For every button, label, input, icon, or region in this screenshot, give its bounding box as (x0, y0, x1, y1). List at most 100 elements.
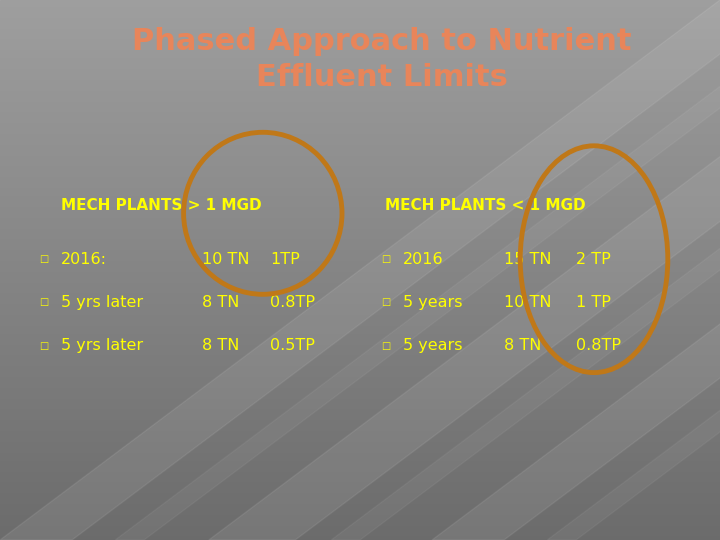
Bar (0, 159, 720, 162)
Bar (0, 208, 720, 211)
Bar (0, 176, 720, 178)
Bar (0, 526, 720, 529)
Polygon shape (331, 0, 720, 540)
Bar (0, 151, 720, 154)
Bar (0, 211, 720, 213)
Bar (0, 451, 720, 454)
Bar (0, 259, 720, 262)
Bar (0, 502, 720, 505)
Text: 10 TN: 10 TN (504, 295, 552, 310)
Bar (0, 392, 720, 394)
Bar (0, 338, 720, 340)
Polygon shape (432, 0, 720, 540)
Bar (0, 410, 720, 413)
Bar (0, 162, 720, 165)
Text: MECH PLANTS < 1 MGD: MECH PLANTS < 1 MGD (385, 198, 586, 213)
Bar (0, 319, 720, 321)
Bar (0, 70, 720, 73)
Bar (0, 394, 720, 397)
Bar (0, 235, 720, 238)
Text: 0.8TP: 0.8TP (270, 295, 315, 310)
Bar (0, 413, 720, 416)
Bar (0, 324, 720, 327)
Text: □: □ (40, 298, 49, 307)
Bar (0, 427, 720, 429)
Bar (0, 113, 720, 116)
Bar (0, 100, 720, 103)
Bar (0, 281, 720, 284)
Bar (0, 127, 720, 130)
Text: 5 years: 5 years (403, 338, 463, 353)
Text: □: □ (40, 341, 49, 350)
Bar (0, 510, 720, 513)
Bar (0, 292, 720, 294)
Text: □: □ (382, 254, 391, 264)
Bar (0, 378, 720, 381)
Bar (0, 194, 720, 197)
Bar (0, 251, 720, 254)
Bar (0, 216, 720, 219)
Bar (0, 467, 720, 470)
Bar (0, 224, 720, 227)
Bar (0, 103, 720, 105)
Bar (0, 478, 720, 481)
Bar (0, 116, 720, 119)
Bar (0, 19, 720, 22)
Bar (0, 421, 720, 424)
Text: 0.8TP: 0.8TP (576, 338, 621, 353)
Bar (0, 446, 720, 448)
Bar (0, 524, 720, 526)
Bar (0, 462, 720, 464)
Text: □: □ (382, 298, 391, 307)
Bar (0, 464, 720, 467)
Bar (0, 418, 720, 421)
Bar (0, 35, 720, 38)
Bar (0, 470, 720, 472)
Text: 10 TN: 10 TN (202, 252, 249, 267)
Bar (0, 518, 720, 521)
Bar (0, 246, 720, 248)
Bar (0, 491, 720, 494)
Text: 2016:: 2016: (61, 252, 107, 267)
Bar (0, 43, 720, 46)
Bar (0, 483, 720, 486)
Bar (0, 481, 720, 483)
Bar (0, 148, 720, 151)
Bar (0, 78, 720, 81)
Bar (0, 497, 720, 500)
Bar (0, 94, 720, 97)
Bar (0, 375, 720, 378)
Bar (0, 38, 720, 40)
Bar (0, 92, 720, 94)
Bar (0, 173, 720, 176)
Bar (0, 256, 720, 259)
Text: 5 yrs later: 5 yrs later (61, 295, 143, 310)
Bar (0, 535, 720, 537)
Bar (0, 62, 720, 65)
Bar (0, 521, 720, 524)
Bar (0, 284, 720, 286)
Bar (0, 432, 720, 435)
Bar (0, 11, 720, 14)
Bar (0, 86, 720, 89)
Bar (0, 8, 720, 11)
Bar (0, 327, 720, 329)
Bar (0, 73, 720, 76)
Bar (0, 408, 720, 410)
Bar (0, 489, 720, 491)
Bar (0, 3, 720, 5)
Bar (0, 119, 720, 122)
Bar (0, 243, 720, 246)
Bar (0, 146, 720, 148)
Bar (0, 500, 720, 502)
Bar (0, 186, 720, 189)
Bar (0, 167, 720, 170)
Bar (0, 181, 720, 184)
Bar (0, 275, 720, 278)
Bar (0, 178, 720, 181)
Bar (0, 65, 720, 68)
Text: 8 TN: 8 TN (504, 338, 541, 353)
Bar (0, 373, 720, 375)
Bar (0, 416, 720, 418)
Bar (0, 435, 720, 437)
